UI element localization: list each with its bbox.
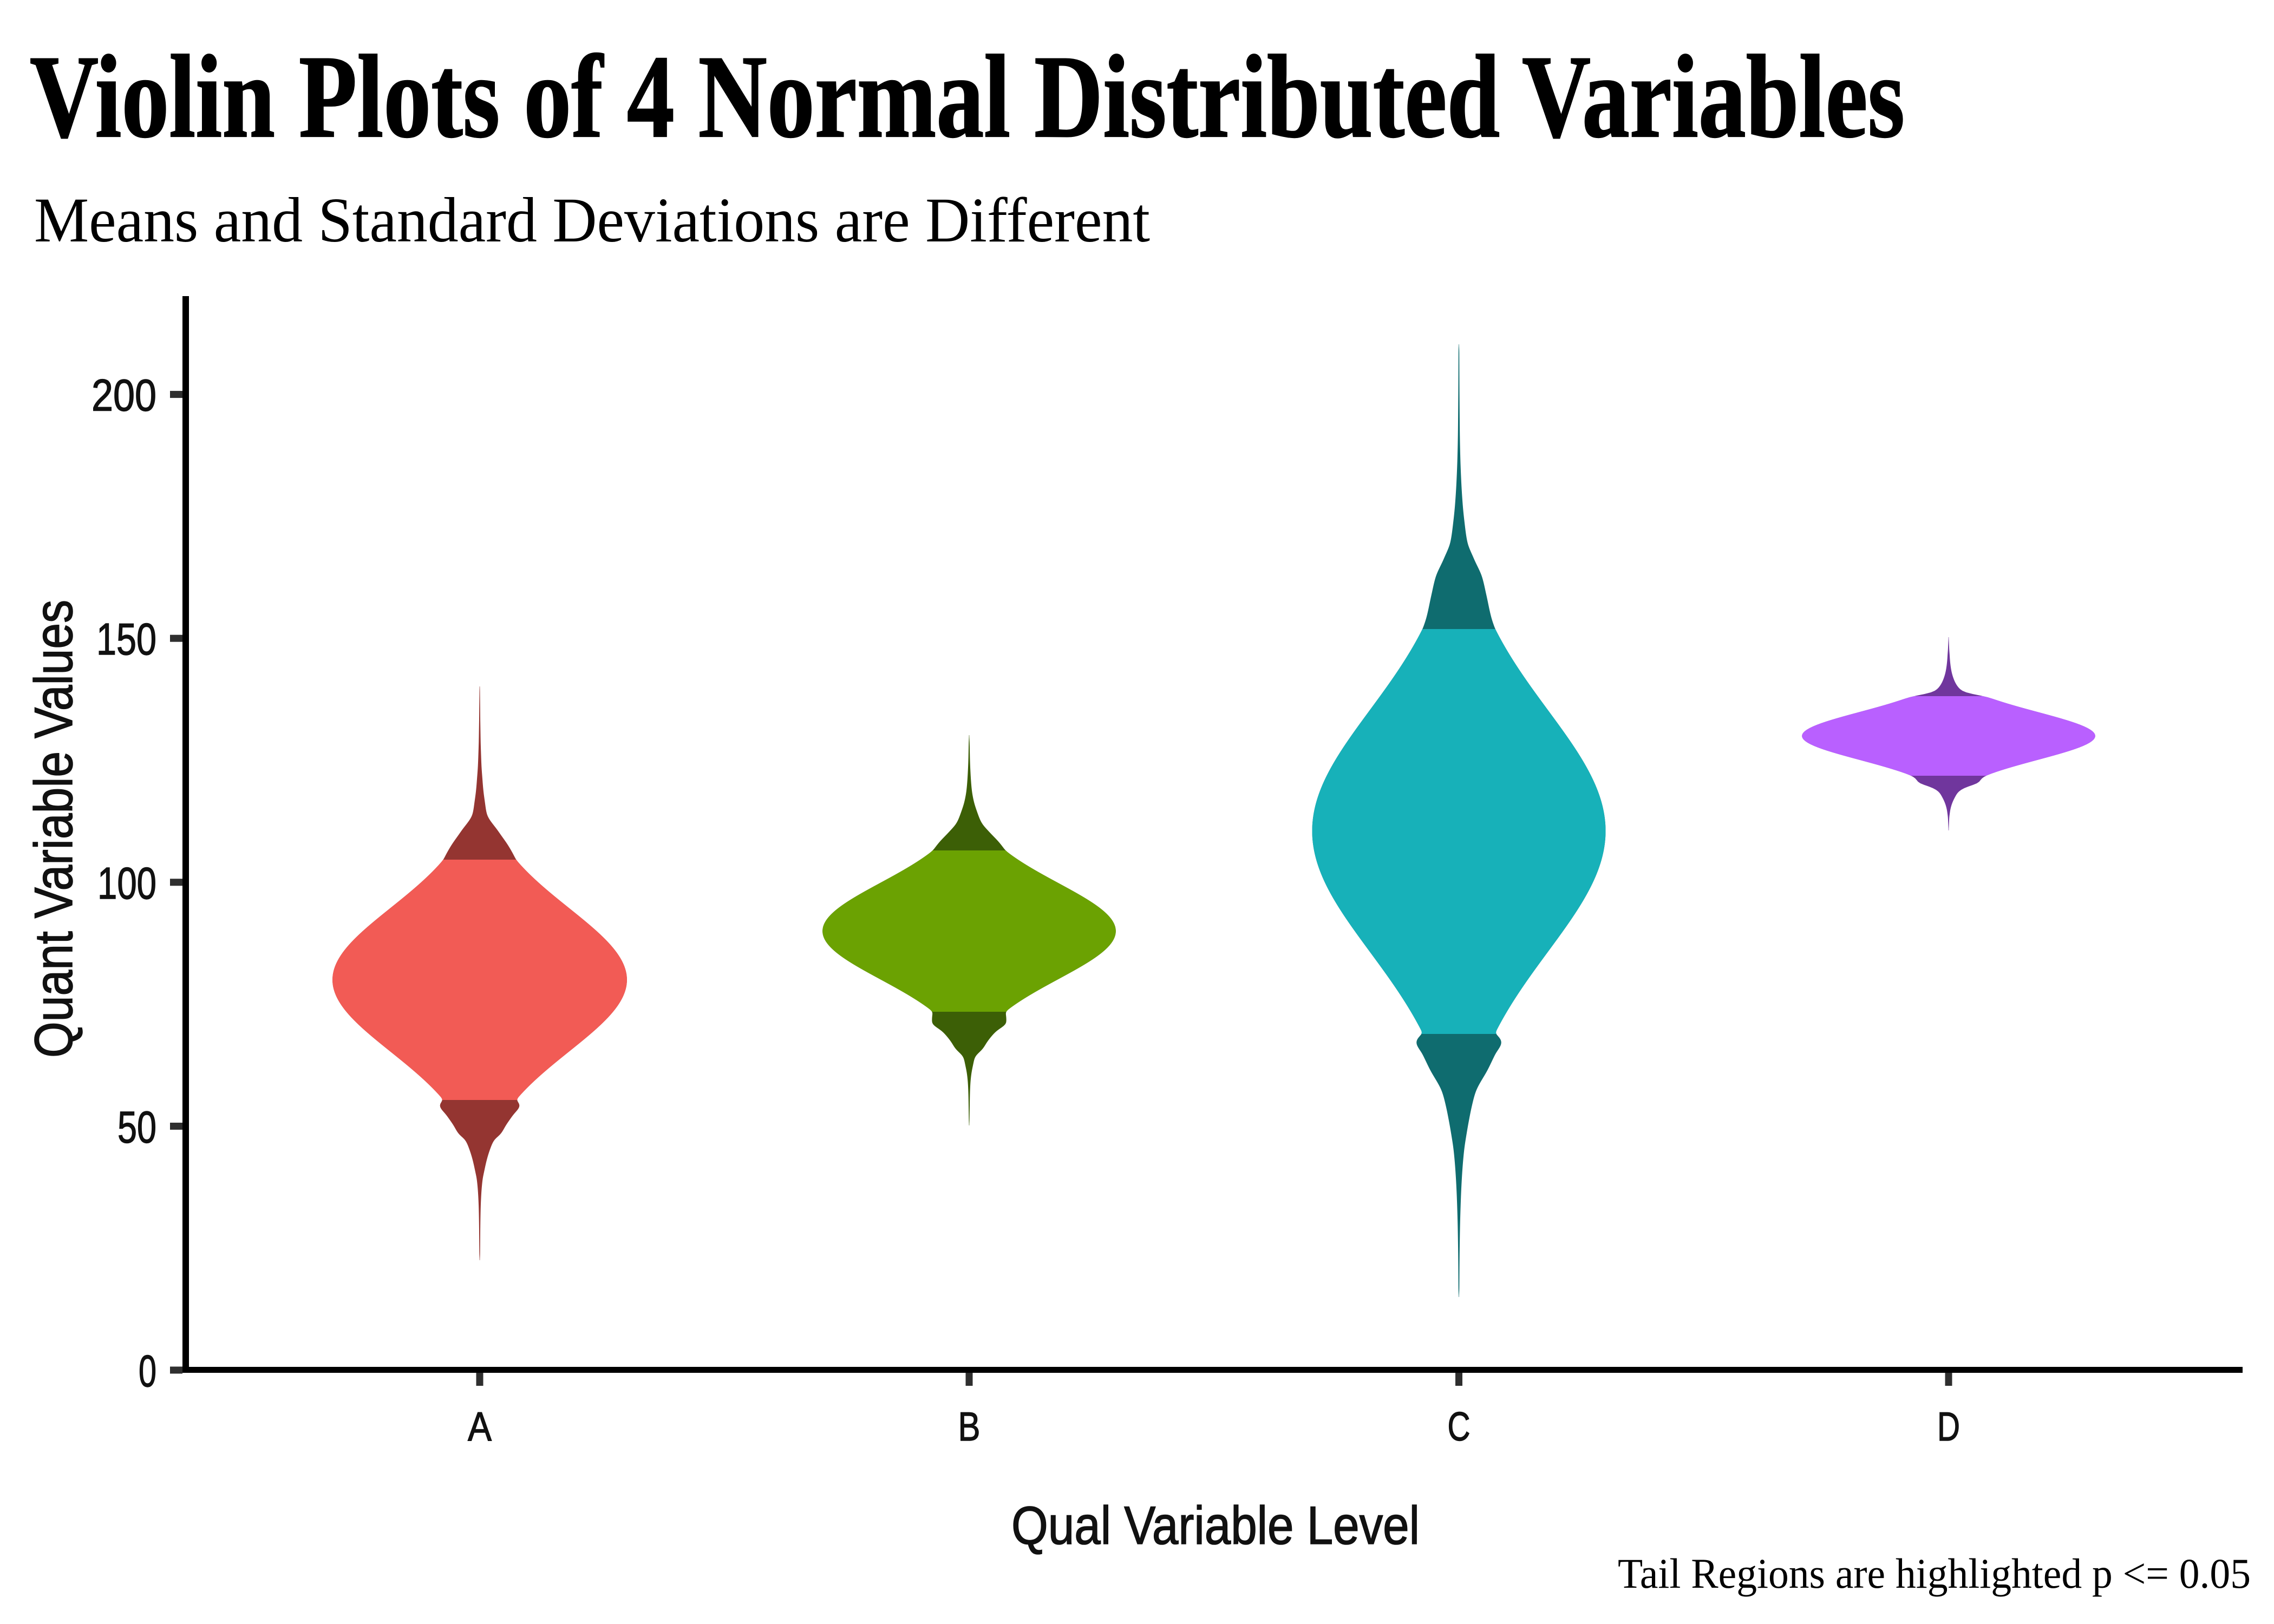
svg-text:150: 150 <box>96 614 156 664</box>
svg-text:B: B <box>958 1404 981 1449</box>
svg-text:Violin Plots of 4 Normal Distr: Violin Plots of 4 Normal Distributed Var… <box>30 31 1905 162</box>
svg-text:100: 100 <box>97 858 156 908</box>
svg-text:Quant Variable Values: Quant Variable Values <box>23 600 83 1058</box>
svg-text:A: A <box>468 1404 492 1449</box>
svg-text:Tail Regions are highlighted p: Tail Regions are highlighted p <= 0.05 <box>1618 1550 2251 1597</box>
svg-text:Qual Variable Level: Qual Variable Level <box>1011 1495 1420 1555</box>
svg-text:200: 200 <box>92 370 156 421</box>
svg-text:Means and Standard Deviations: Means and Standard Deviations are Differ… <box>34 185 1150 256</box>
svg-text:0: 0 <box>139 1346 156 1396</box>
svg-text:D: D <box>1937 1404 1960 1449</box>
svg-text:C: C <box>1448 1404 1471 1449</box>
svg-text:50: 50 <box>117 1102 156 1152</box>
